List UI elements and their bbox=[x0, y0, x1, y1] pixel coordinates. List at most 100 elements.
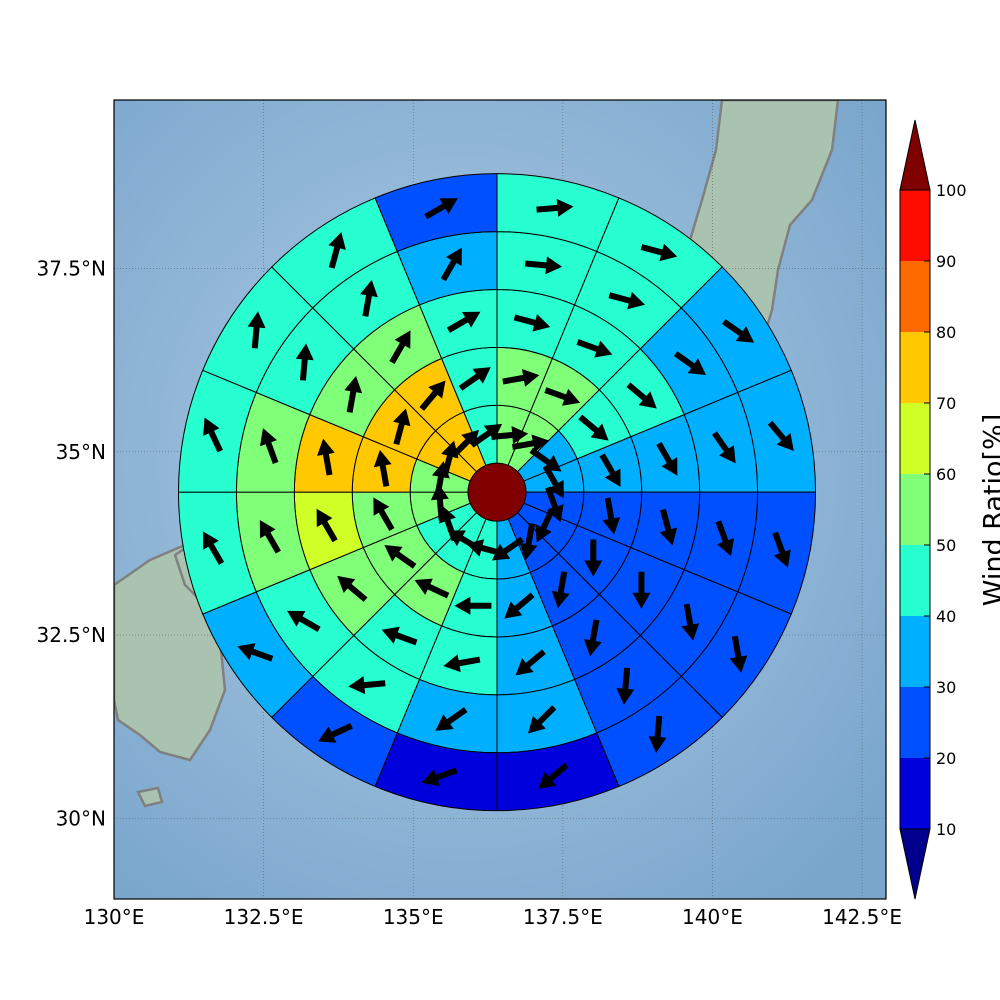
wind-arrow bbox=[673, 351, 706, 375]
colorbar-bin bbox=[900, 545, 930, 616]
wind-arrow bbox=[203, 531, 225, 565]
wind-arrow bbox=[259, 428, 279, 464]
wind-arrow-shape bbox=[729, 635, 748, 673]
wind-arrow bbox=[576, 339, 613, 358]
wind-arrow bbox=[491, 426, 529, 444]
colorbar-bin bbox=[900, 758, 930, 829]
wind-arrow-shape bbox=[513, 314, 551, 332]
wind-arrow-shape bbox=[440, 247, 462, 282]
wind-arrow bbox=[203, 417, 223, 453]
wind-arrow-shape bbox=[295, 343, 314, 381]
wind-arrow bbox=[545, 486, 564, 523]
wind-arrow-shape bbox=[583, 619, 602, 657]
wind-arrow-shape bbox=[722, 319, 755, 343]
wind-arrow bbox=[681, 603, 700, 641]
wind-arrow bbox=[529, 447, 562, 472]
wind-arrow-shape bbox=[544, 387, 581, 406]
wind-arrow bbox=[316, 508, 338, 543]
wind-arrow-shape bbox=[318, 723, 353, 743]
wind-arrow-shape bbox=[328, 232, 346, 269]
map-area bbox=[114, 100, 886, 899]
wind-arrow-shape bbox=[576, 339, 613, 358]
wind-arrow bbox=[656, 442, 678, 476]
wind-arrow bbox=[443, 654, 481, 673]
colorbar-tick-label: 30 bbox=[936, 678, 956, 697]
wind-arrow-shape bbox=[414, 578, 450, 599]
wind-arrow-shape bbox=[419, 380, 446, 411]
wind-arrow-shape bbox=[551, 571, 570, 609]
wind-arrow-shape bbox=[602, 497, 621, 535]
wind-arrow bbox=[424, 198, 458, 220]
wind-arrow bbox=[544, 387, 581, 406]
wind-arrow bbox=[602, 497, 621, 535]
wind-arrow-shape bbox=[673, 351, 706, 375]
colorbar: 10 20 30 40 50 60 70 80 90 100 Wind Ratio[%] bbox=[899, 119, 1000, 900]
wind-arrow-shape bbox=[317, 438, 335, 476]
wind-arrow-shape bbox=[584, 539, 603, 577]
wind-arrow-shape bbox=[711, 431, 736, 464]
wind-arrow-shape bbox=[542, 464, 564, 499]
wind-arrow bbox=[454, 596, 492, 615]
wind-arrow-shape bbox=[344, 375, 363, 413]
colorbar-tick-label: 70 bbox=[936, 394, 956, 413]
wind-arrow-shape bbox=[446, 311, 481, 333]
wind-arrow bbox=[317, 438, 335, 476]
wind-arrow bbox=[608, 291, 646, 310]
wind-arrow-shape bbox=[545, 486, 564, 523]
wind-arrow bbox=[711, 431, 736, 464]
wind-arrow bbox=[542, 464, 564, 499]
wind-arrow bbox=[435, 707, 468, 731]
wind-arrow bbox=[295, 343, 314, 381]
wind-arrow-shape bbox=[393, 408, 411, 446]
wind-arrow-shape bbox=[681, 603, 700, 641]
wind-arrow bbox=[599, 453, 621, 487]
center-region-disc bbox=[467, 462, 527, 522]
wind-arrow bbox=[344, 375, 363, 413]
colorbar-bins bbox=[899, 189, 931, 830]
longitude-tick-label: 142.5°E bbox=[822, 905, 902, 929]
wind-arrow-shape bbox=[608, 291, 646, 310]
wind-arrow bbox=[729, 635, 748, 673]
wind-arrow-shape bbox=[528, 705, 557, 734]
colorbar-bin bbox=[900, 474, 930, 545]
wind-arrow-shape bbox=[529, 447, 562, 472]
latitude-tick-label: 37.5°N bbox=[37, 257, 107, 281]
wind-arrow bbox=[578, 414, 609, 441]
wind-arrow bbox=[626, 382, 657, 409]
wind-arrow-shape bbox=[538, 762, 569, 790]
wind-arrow-shape bbox=[458, 367, 491, 391]
wind-arrow bbox=[421, 767, 458, 786]
wind-arrow bbox=[511, 434, 549, 453]
colorbar-tick-label: 50 bbox=[936, 536, 956, 555]
colorbar-tick-labels: 10 20 30 40 50 60 70 80 90 100 bbox=[924, 181, 967, 839]
wind-arrow bbox=[528, 705, 557, 734]
colorbar-bin bbox=[900, 261, 930, 332]
colorbar-label: Wind Ratio[%] bbox=[979, 414, 1000, 606]
wind-arrow bbox=[659, 508, 678, 546]
wind-arrow bbox=[583, 619, 602, 657]
longitude-tick-label: 137.5°E bbox=[523, 905, 603, 929]
wind-arrow bbox=[373, 449, 392, 487]
wind-arrow-shape bbox=[360, 279, 378, 317]
wind-arrow bbox=[632, 571, 651, 609]
wind-arrow bbox=[584, 539, 603, 577]
wind-arrow bbox=[419, 380, 446, 411]
wind-arrow-shape bbox=[772, 531, 791, 568]
wind-arrow bbox=[287, 610, 321, 632]
wind-arrow-shape bbox=[599, 453, 621, 487]
wind-arrow-shape bbox=[502, 369, 540, 387]
wind-arrow-shape bbox=[443, 654, 481, 673]
wind-arrow-shape bbox=[648, 715, 667, 753]
wind-arrow bbox=[535, 507, 556, 543]
wind-arrow bbox=[389, 330, 411, 364]
wind-arrow-shape bbox=[259, 520, 281, 554]
wind-arrow bbox=[446, 311, 481, 333]
longitude-tick-labels: 130°E 132.5°E 135°E 137.5°E 140°E 142.5°E bbox=[84, 905, 902, 929]
wind-arrow-shape bbox=[337, 575, 368, 602]
wind-arrow bbox=[458, 367, 491, 391]
wind-arrow bbox=[450, 429, 479, 459]
latitude-tick-labels: 37.5°N 35°N 32.5°N 30°N bbox=[37, 257, 107, 831]
wind-arrow bbox=[515, 649, 546, 676]
longitude-tick-label: 130°E bbox=[84, 905, 145, 929]
